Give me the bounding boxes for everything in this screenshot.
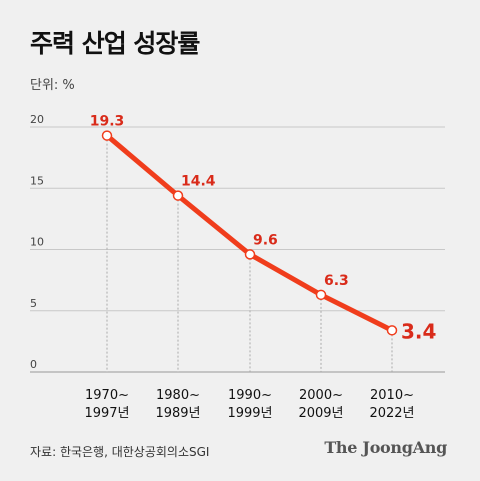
data-point: [244, 249, 256, 260]
vertical-guides: [106, 135, 393, 372]
unit-label: 단위: %: [30, 78, 75, 93]
y-axis-ticks: 0 5 10 15 20: [30, 113, 44, 371]
x-tick-label: 2010~: [370, 388, 414, 403]
data-label: 14.4: [181, 174, 216, 190]
y-tick-label: 5: [30, 297, 37, 310]
series-line-layer: [104, 133, 395, 333]
source-note: 자료: 한국은행, 대한상공회의소SGI: [30, 445, 210, 459]
data-points: [101, 130, 398, 336]
data-label: 9.6: [253, 232, 278, 248]
x-tick-label: 1999년: [227, 406, 272, 421]
grid-layer: [30, 126, 445, 373]
x-axis-ticks: 1970~ 1997년 1980~ 1989년 1990~ 1999년 2000~ 2009년…: [84, 388, 414, 421]
x-tick-label: 1989년: [155, 406, 200, 421]
data-point: [101, 130, 113, 141]
x-tick-label: 1970~: [85, 388, 129, 403]
data-label: 3.4: [401, 319, 436, 343]
data-labels: 19.3 14.4 9.6 6.3 3.4: [90, 114, 437, 344]
y-tick-label: 20: [30, 113, 44, 126]
y-tick-label: 15: [30, 174, 44, 187]
x-tick-label: 1980~: [156, 388, 200, 403]
y-tick-label: 0: [30, 358, 37, 371]
data-point: [315, 289, 327, 301]
series-line: [104, 133, 395, 333]
y-tick-label: 10: [30, 236, 44, 249]
brand-logo: The JoongAng: [324, 438, 447, 457]
x-tick-label: 2000~: [299, 388, 343, 403]
x-tick-label: 2022년: [369, 406, 414, 421]
data-label: 6.3: [324, 273, 349, 289]
data-point: [172, 190, 184, 201]
x-tick-label: 1990~: [228, 388, 272, 403]
data-point: [386, 325, 398, 336]
chart-title: 주력 산업 성장률: [30, 29, 200, 58]
x-tick-label: 2009년: [298, 406, 343, 421]
x-tick-label: 1997년: [84, 406, 129, 421]
data-label: 19.3: [90, 114, 125, 130]
